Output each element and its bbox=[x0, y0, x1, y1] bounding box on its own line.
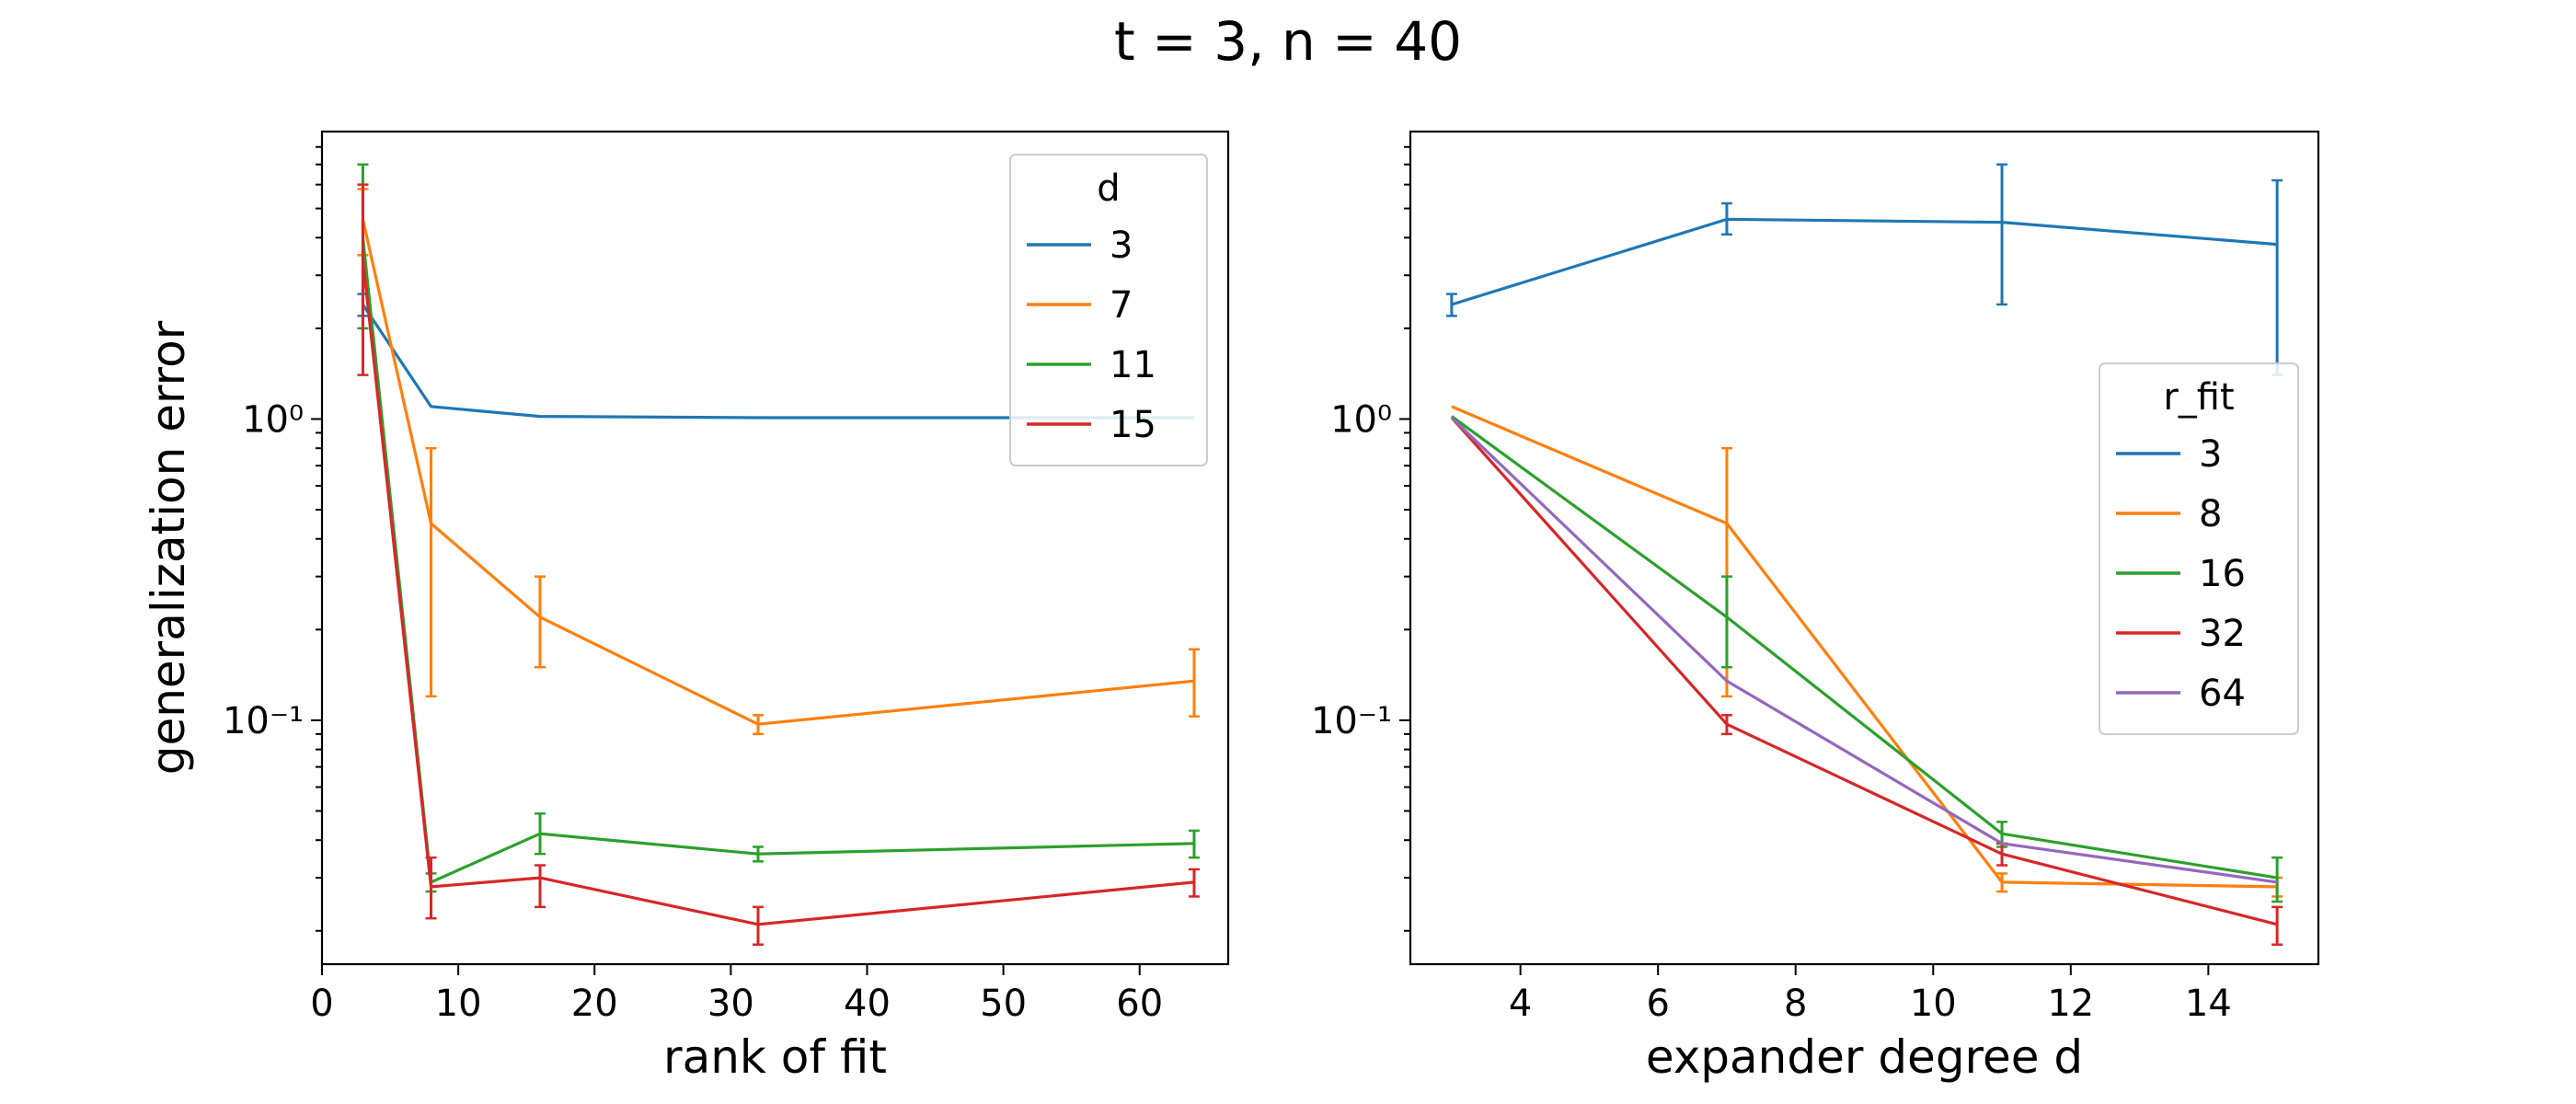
series-line-3 bbox=[1451, 217, 2278, 306]
y-axis-label: generalization error bbox=[142, 320, 195, 775]
x-tick-label: 30 bbox=[707, 983, 754, 1025]
legend-label: 64 bbox=[2199, 673, 2246, 715]
series-line-32 bbox=[1450, 416, 2278, 926]
legend-label: 15 bbox=[1110, 404, 1156, 446]
x-tick-label: 8 bbox=[1784, 983, 1807, 1025]
x-tick-label: 6 bbox=[1646, 983, 1669, 1025]
series-line-3 bbox=[362, 304, 1194, 420]
series-line-16 bbox=[1450, 415, 2278, 880]
x-tick-label: 10 bbox=[1910, 983, 1957, 1025]
right-panel-expander-degree: 10⁰ 10⁻¹ 4 6 8 10 12 14 expander degree d r_fit 3 8… bbox=[1311, 130, 2320, 1084]
y-tick-label: 10⁻¹ bbox=[223, 700, 304, 742]
legend-box bbox=[1009, 154, 1208, 466]
x-tick-label: 40 bbox=[844, 983, 891, 1025]
legend-title: d bbox=[1097, 167, 1120, 210]
series-line-64 bbox=[1450, 416, 2278, 884]
legend-label: 3 bbox=[1110, 224, 1133, 267]
left-panel-rank-of-fit: 10⁰ 10⁻¹ 0 10 20 30 40 50 60 rank of fit generaliz… bbox=[142, 130, 1230, 1084]
legend: d 3 7 11 15 bbox=[1009, 154, 1208, 466]
legend: r_fit 3 8 16 32 64 bbox=[2099, 362, 2299, 735]
legend-title: r_fit bbox=[2163, 376, 2234, 419]
x-tick-label: 10 bbox=[435, 983, 482, 1025]
legend-label: 16 bbox=[2199, 553, 2246, 595]
x-tick-label: 20 bbox=[571, 983, 618, 1025]
x-tick-label: 14 bbox=[2185, 983, 2232, 1025]
axes-frame bbox=[1409, 130, 2320, 966]
x-tick-label: 0 bbox=[310, 983, 333, 1025]
series-line-8 bbox=[1451, 405, 2278, 889]
y-tick-label: 10⁻¹ bbox=[1311, 700, 1392, 742]
x-tick-label: 12 bbox=[2047, 983, 2094, 1025]
x-axis-label: rank of fit bbox=[663, 1030, 887, 1084]
x-tick-label: 50 bbox=[980, 983, 1027, 1025]
legend-label: 3 bbox=[2199, 433, 2222, 476]
legend-label: 11 bbox=[1110, 344, 1156, 386]
x-tick-label: 4 bbox=[1509, 983, 1532, 1025]
legend-label: 7 bbox=[1110, 284, 1133, 327]
figure-suptitle: t = 3, n = 40 bbox=[1114, 10, 1462, 73]
y-tick-label: 10⁰ bbox=[1330, 398, 1392, 441]
y-tick-label: 10⁰ bbox=[242, 398, 304, 441]
x-axis-label: expander degree d bbox=[1646, 1030, 2083, 1084]
legend-box bbox=[2099, 362, 2299, 735]
x-tick-label: 60 bbox=[1116, 983, 1163, 1025]
legend-label: 8 bbox=[2199, 493, 2222, 535]
legend-label: 32 bbox=[2199, 613, 2246, 655]
axes-frame bbox=[320, 130, 1230, 966]
